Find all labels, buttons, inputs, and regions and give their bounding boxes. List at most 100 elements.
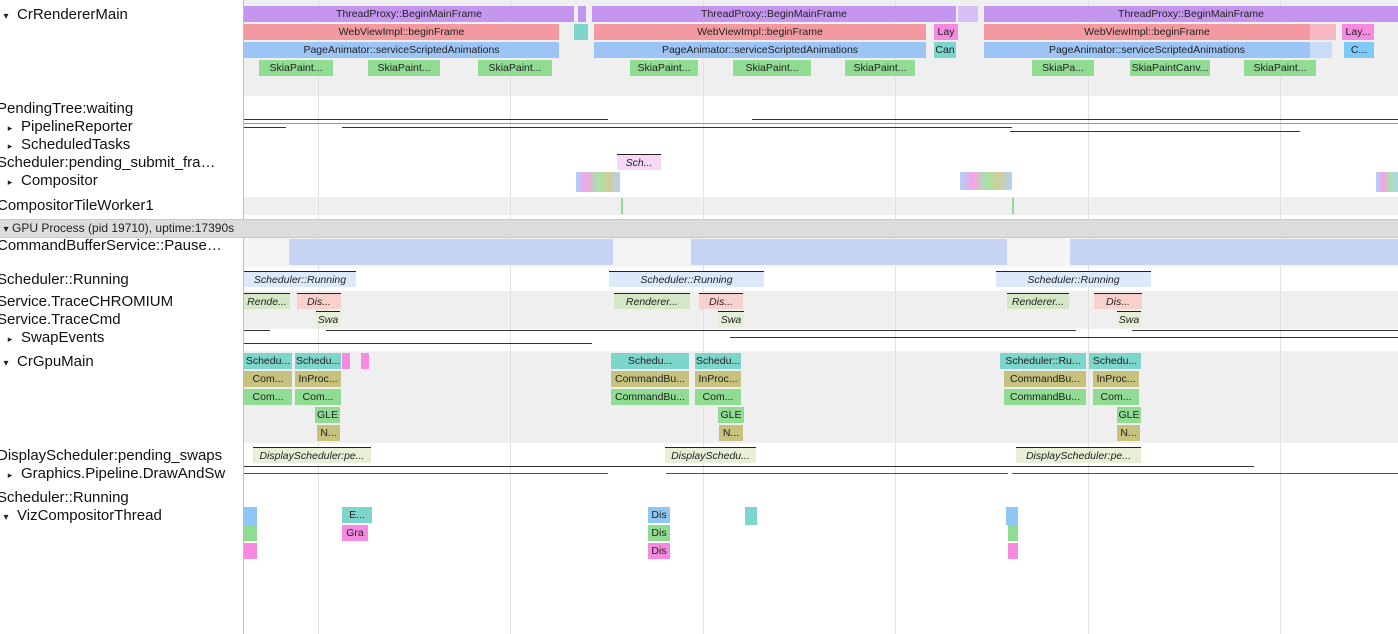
expand-triangle-icon[interactable]: ▸ xyxy=(7,177,13,187)
trace-slice[interactable]: Scheduler::Ru... xyxy=(1000,353,1086,369)
trace-slice[interactable]: Rende... xyxy=(244,293,290,309)
gpu-track-label[interactable]: ▸ Graphics.Pipeline.DrawAndSw xyxy=(4,465,243,483)
trace-slice[interactable]: Lay xyxy=(934,24,958,40)
trace-slice[interactable]: SkiaPaint... xyxy=(368,60,440,76)
trace-slice[interactable]: Swa xyxy=(1117,311,1141,327)
trace-slice[interactable]: N... xyxy=(719,425,743,441)
trace-slice[interactable]: Sch... xyxy=(617,154,661,170)
trace-slice[interactable] xyxy=(1008,543,1018,559)
trace-slice[interactable]: SkiaPa... xyxy=(1032,60,1094,76)
trace-slice[interactable] xyxy=(244,525,257,541)
trace-slice[interactable] xyxy=(244,507,257,525)
trace-slice[interactable]: Scheduler::Running xyxy=(244,271,356,287)
trace-slice[interactable]: GLE xyxy=(1117,407,1141,423)
trace-slice[interactable] xyxy=(1008,525,1018,541)
trace-slice[interactable]: GLE xyxy=(315,407,340,423)
gpu-process-header[interactable]: ▾ GPU Process (pid 19710), uptime:17390s xyxy=(0,219,1398,238)
trace-slice[interactable]: Com... xyxy=(1093,389,1139,405)
trace-slice[interactable]: GLE xyxy=(718,407,744,423)
trace-slice[interactable]: Com... xyxy=(695,389,741,405)
trace-slice[interactable]: InProc... xyxy=(695,371,741,387)
trace-slice[interactable]: WebViewImpl::beginFrame xyxy=(594,24,926,40)
trace-slice[interactable]: Dis... xyxy=(297,293,341,309)
trace-slice[interactable]: CommandBu... xyxy=(1004,371,1086,387)
trace-slice[interactable]: InProc... xyxy=(295,371,341,387)
gpu-track-label[interactable]: DisplayScheduler:pending_swaps xyxy=(0,447,237,465)
trace-slice[interactable]: Swa xyxy=(718,311,744,327)
trace-slice[interactable]: Com... xyxy=(295,389,341,405)
collapse-triangle-icon[interactable]: ▾ xyxy=(3,358,9,369)
collapse-triangle-icon[interactable]: ▾ xyxy=(3,224,9,235)
trace-slice[interactable]: Swa xyxy=(316,311,340,327)
trace-slice[interactable]: Schedu... xyxy=(611,353,689,369)
trace-slice[interactable]: PageAnimator::serviceScriptedAnimations xyxy=(984,42,1310,58)
trace-slice[interactable]: CommandBu... xyxy=(1004,389,1086,405)
trace-slice[interactable]: ThreadProxy::BeginMainFrame xyxy=(244,6,574,22)
renderer-track-label[interactable]: PendingTree:waiting xyxy=(0,100,237,118)
trace-slice[interactable]: PageAnimator::serviceScriptedAnimations xyxy=(594,42,926,58)
trace-slice[interactable]: Dis xyxy=(648,543,670,559)
trace-slice[interactable]: Renderer... xyxy=(614,293,690,309)
trace-slice[interactable]: Dis... xyxy=(1094,293,1142,309)
renderer-track-label[interactable]: ▸ Compositor xyxy=(4,172,243,190)
trace-slice[interactable]: Scheduler::Running xyxy=(609,271,764,287)
trace-slice[interactable]: SkiaPaint... xyxy=(630,60,698,76)
trace-slice[interactable] xyxy=(361,353,369,369)
collapse-triangle-icon[interactable]: ▾ xyxy=(3,512,9,523)
trace-slice[interactable]: CommandBu... xyxy=(611,371,689,387)
collapse-triangle-icon[interactable]: ▾ xyxy=(3,11,9,22)
gpu-track-label[interactable]: Scheduler::Running xyxy=(0,489,237,507)
gpu-track-label[interactable]: ▾ VizCompositorThread xyxy=(0,507,240,525)
trace-slice[interactable]: CommandBu... xyxy=(611,389,689,405)
trace-slice[interactable]: Lay... xyxy=(1342,24,1374,40)
expand-triangle-icon[interactable]: ▸ xyxy=(7,141,13,151)
trace-slice[interactable]: DisplayScheduler:pe... xyxy=(1016,447,1141,463)
trace-slice[interactable]: SkiaPaint... xyxy=(845,60,915,76)
gpu-track-label[interactable]: Service.TraceCHROMIUM xyxy=(0,293,237,311)
expand-triangle-icon[interactable]: ▸ xyxy=(7,334,13,344)
renderer-track-label[interactable]: CompositorTileWorker1 xyxy=(0,197,237,215)
expand-triangle-icon[interactable]: ▸ xyxy=(7,470,13,480)
trace-slice[interactable]: Dis... xyxy=(699,293,743,309)
trace-slice[interactable]: DisplayScheduler:pe... xyxy=(253,447,371,463)
trace-slice[interactable] xyxy=(574,24,588,40)
trace-slice[interactable]: N... xyxy=(1117,425,1140,441)
trace-slice[interactable]: Scheduler::Running xyxy=(996,271,1151,287)
renderer-track-label[interactable]: ▾ CrRendererMain xyxy=(0,6,240,24)
trace-slice[interactable]: Dis xyxy=(648,525,670,541)
renderer-track-label[interactable]: Scheduler:pending_submit_fra… xyxy=(0,154,237,172)
trace-slice[interactable]: Can xyxy=(934,42,956,58)
renderer-track-label[interactable]: ▸ ScheduledTasks xyxy=(4,136,243,154)
trace-slice[interactable] xyxy=(1006,507,1018,525)
trace-slice[interactable]: Gra xyxy=(342,525,368,541)
trace-slice[interactable]: Com... xyxy=(244,389,292,405)
trace-slice[interactable] xyxy=(1310,24,1336,40)
gpu-track-label[interactable]: CommandBufferService::Pause… xyxy=(0,237,237,255)
trace-slice[interactable]: PageAnimator::serviceScriptedAnimations xyxy=(244,42,559,58)
trace-slice[interactable] xyxy=(342,353,350,369)
trace-slice[interactable]: InProc... xyxy=(1093,371,1139,387)
trace-slice[interactable]: Dis xyxy=(648,507,670,523)
gpu-track-label[interactable]: ▾ CrGpuMain xyxy=(0,353,240,371)
gpu-track-label[interactable]: Scheduler::Running xyxy=(0,271,237,289)
trace-slice[interactable]: SkiaPaint... xyxy=(478,60,552,76)
trace-slice[interactable]: Com... xyxy=(244,371,292,387)
trace-slice[interactable] xyxy=(745,507,757,525)
trace-slice[interactable]: E... xyxy=(342,507,372,523)
trace-slice[interactable] xyxy=(578,6,586,22)
trace-slice[interactable] xyxy=(691,239,1007,265)
trace-slice[interactable] xyxy=(289,239,613,265)
trace-slice[interactable]: Schedu... xyxy=(244,353,292,369)
timeline-canvas[interactable]: ThreadProxy::BeginMainFrame ThreadProxy::… xyxy=(244,0,1398,634)
trace-slice[interactable]: ThreadProxy::BeginMainFrame xyxy=(592,6,956,22)
trace-slice[interactable]: Schedu... xyxy=(695,353,741,369)
gpu-track-label[interactable]: ▸ SwapEvents xyxy=(4,329,243,347)
gpu-track-label[interactable]: Service.TraceCmd xyxy=(0,311,237,329)
trace-slice[interactable]: SkiaPaint... xyxy=(259,60,333,76)
trace-slice[interactable] xyxy=(1070,239,1398,265)
expand-triangle-icon[interactable]: ▸ xyxy=(7,123,13,133)
trace-slice[interactable]: C... xyxy=(1344,42,1374,58)
trace-slice[interactable]: Renderer... xyxy=(1007,293,1069,309)
trace-slice[interactable] xyxy=(958,6,978,22)
trace-slice[interactable]: SkiaPaint... xyxy=(733,60,811,76)
